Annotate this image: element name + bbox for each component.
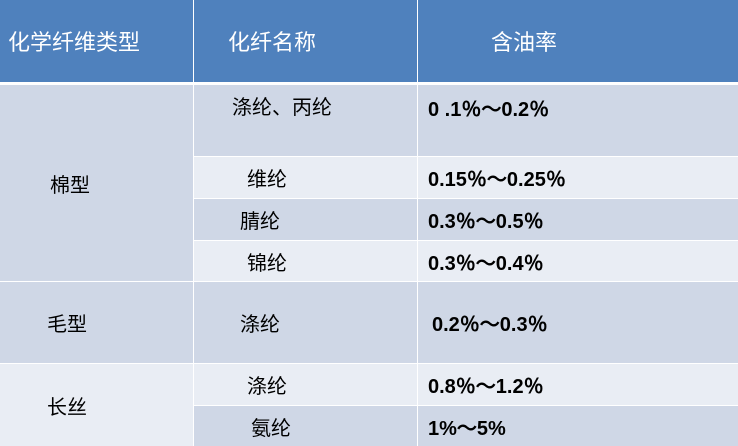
type-cell: 毛型 xyxy=(0,282,193,363)
name-cell: 腈纶 xyxy=(194,199,417,240)
oil-cell: 0.3％～0.4％ xyxy=(418,241,738,281)
oil-cell: 0.3％～0.5％ xyxy=(418,199,738,240)
name-cell: 氨纶 xyxy=(194,406,417,446)
name-cell: 涤纶 xyxy=(194,364,417,405)
name-cell: 维纶 xyxy=(194,157,417,198)
name-cell: 锦纶 xyxy=(194,241,417,281)
oil-cell: 1%～5% xyxy=(418,406,738,446)
name-cell: 涤纶 xyxy=(194,282,417,363)
header-oil-content: 含油率 xyxy=(418,0,738,82)
oil-cell: 0.15％～0.25％ xyxy=(418,157,738,198)
header-fiber-type: 化学纤维类型 xyxy=(0,0,193,82)
header-fiber-name: 化纤名称 xyxy=(194,0,417,82)
oil-cell: 0 .1％～0.2％ xyxy=(418,85,738,156)
oil-cell: 0.2％～0.3％ xyxy=(418,282,738,363)
name-cell: 涤纶、丙纶 xyxy=(194,85,417,156)
type-cell: 长丝 xyxy=(0,364,193,446)
type-cell: 棉型 xyxy=(0,85,193,281)
oil-cell: 0.8％～1.2％ xyxy=(418,364,738,405)
